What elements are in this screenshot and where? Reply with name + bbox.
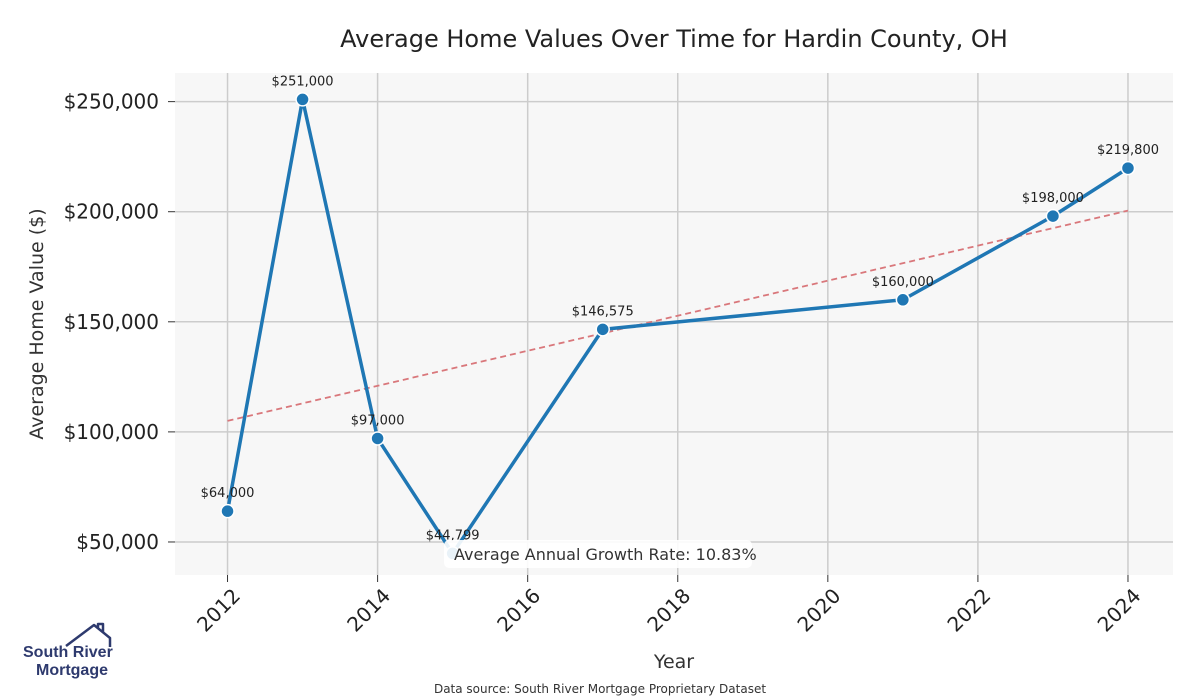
data-point (220, 503, 235, 519)
data-label: $219,800 (1097, 143, 1159, 158)
x-tick-label: 2012 (192, 584, 245, 637)
series-line (225, 97, 1129, 556)
x-axis-label: Year (653, 651, 694, 673)
y-tick-label: $50,000 (76, 530, 159, 554)
x-tick-label: 2024 (1093, 584, 1146, 637)
y-tick-label: $200,000 (64, 200, 159, 224)
house-icon (65, 622, 112, 647)
data-point (370, 431, 385, 446)
data-label: $64,000 (201, 486, 255, 501)
y-axis-label: Average Home Value ($) (26, 208, 48, 439)
growth-annotation: Average Annual Growth Rate: 10.83% (454, 545, 757, 564)
data-point (895, 292, 911, 308)
data-label: $97,000 (351, 413, 405, 428)
x-tick-label: 2016 (492, 584, 545, 637)
x-tick-label: 2018 (642, 584, 695, 637)
data-label: $44,799 (426, 528, 480, 543)
data-label: $146,575 (572, 304, 634, 319)
chart-title: Average Home Values Over Time for Hardin… (340, 25, 1008, 53)
data-point (595, 322, 610, 337)
logo-text-line1: South River (23, 644, 113, 661)
trend-line (227, 209, 1129, 422)
data-point (1045, 208, 1061, 224)
data-points: $64,000 $251,000 $97,000 $44,799 $146,575 $16… (201, 74, 1159, 561)
x-tick-label: 2014 (342, 584, 395, 637)
y-tick-label: $150,000 (64, 310, 159, 334)
y-tick-label: $250,000 (64, 90, 159, 114)
data-label: $198,000 (1022, 191, 1084, 206)
logo-text-line2: Mortgage (36, 662, 108, 679)
x-tick-label: 2022 (942, 584, 995, 637)
data-point (1120, 160, 1136, 176)
data-label: $160,000 (872, 275, 934, 290)
south-river-logo: South River Mortgage (23, 622, 113, 679)
data-point (295, 92, 310, 107)
growth-annotation-box (444, 540, 752, 568)
y-tick-label: $100,000 (64, 420, 159, 444)
data-label: $251,000 (272, 74, 334, 89)
x-tick-label: 2020 (792, 584, 845, 637)
data-source: Data source: South River Mortgage Propri… (434, 682, 766, 696)
